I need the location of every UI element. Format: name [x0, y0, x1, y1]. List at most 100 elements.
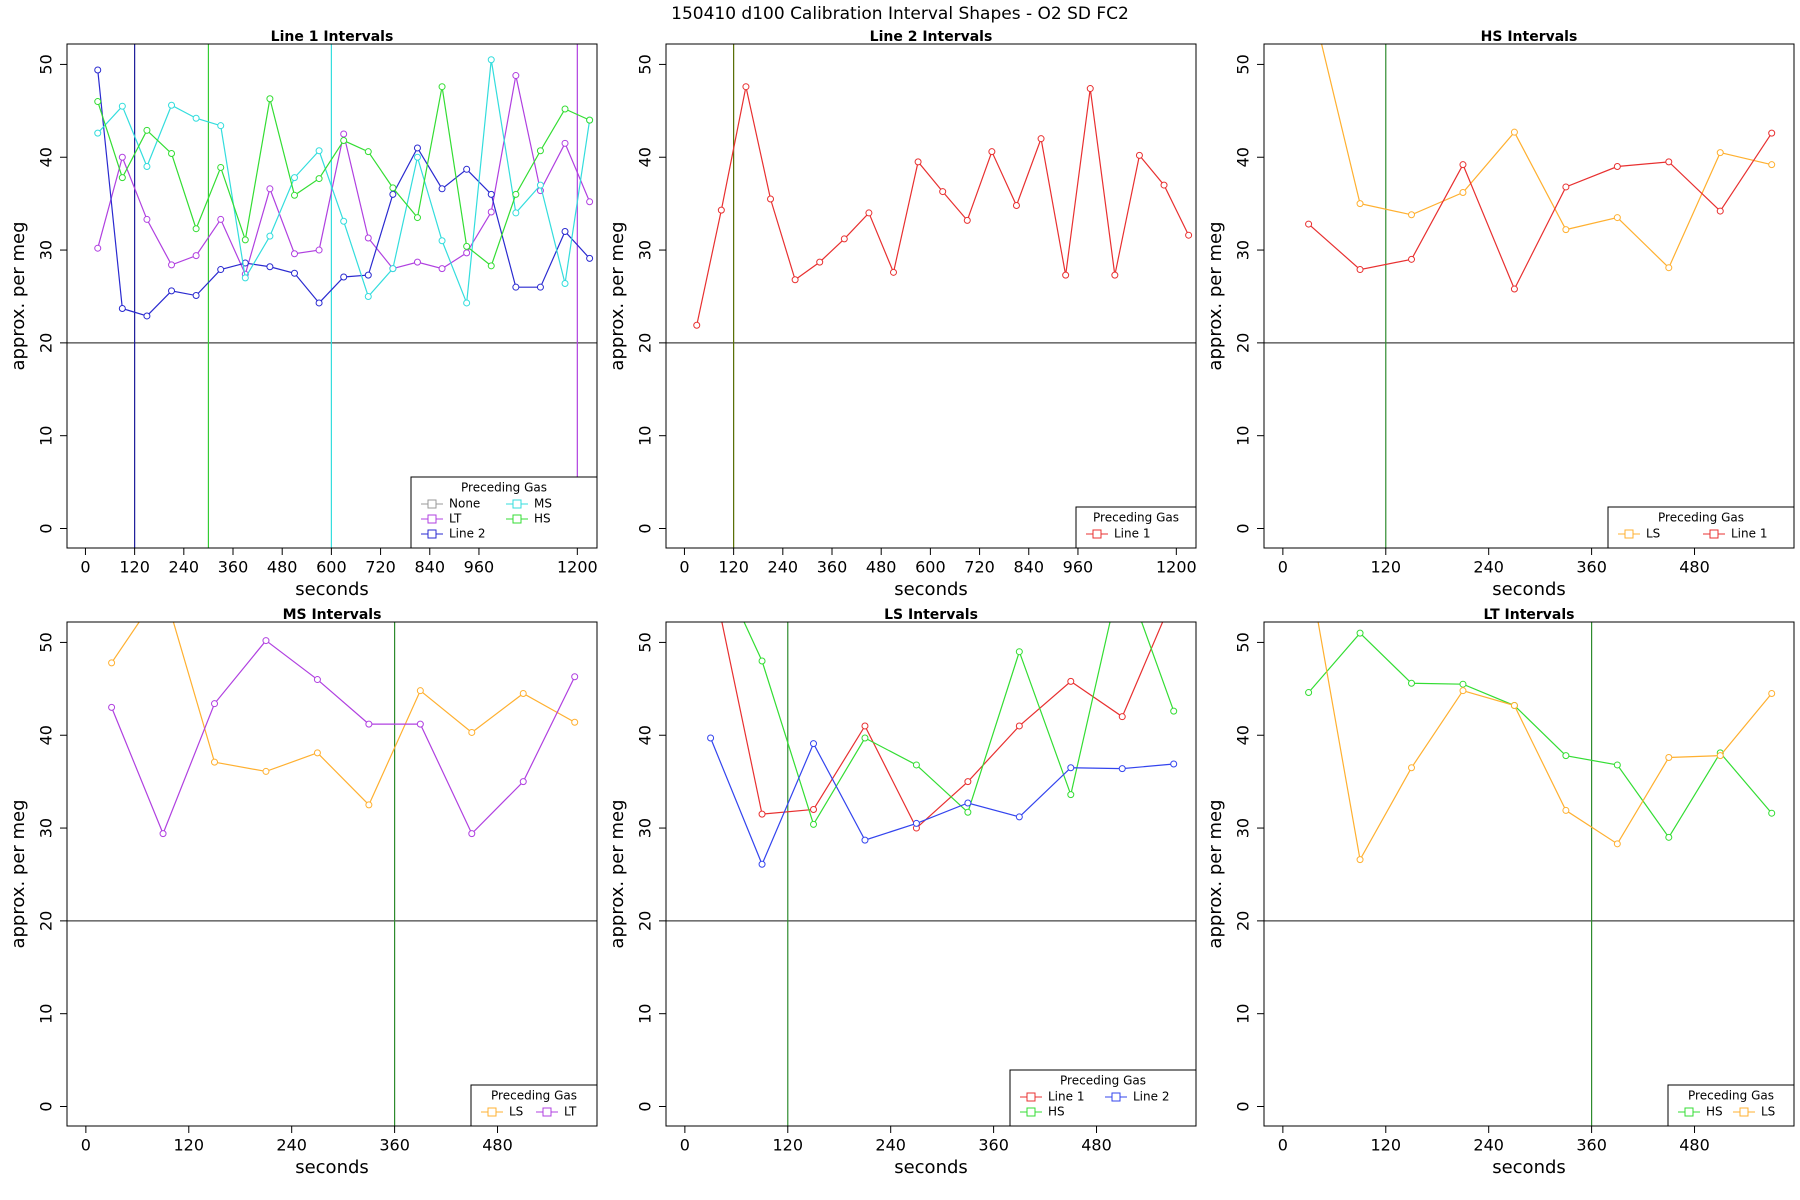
data-point [1613, 163, 1621, 171]
data-point [708, 565, 714, 571]
legend-title: Preceding Gas [1060, 1074, 1146, 1088]
data-point [561, 227, 569, 235]
y-tick-label: 40 [37, 725, 56, 745]
data-point [767, 195, 775, 203]
x-axis-label: seconds [295, 1157, 369, 1178]
panel: HS Intervals seconds approx. per meg 0 120 24… [1205, 29, 1795, 600]
plot-frame [1263, 621, 1795, 1127]
series-line [1308, 132, 1773, 291]
data-point [266, 185, 274, 193]
data-point [1562, 806, 1570, 814]
plot-area [1264, 622, 1794, 1126]
data-point [118, 102, 126, 110]
data-point [364, 271, 372, 279]
data-point [1305, 220, 1313, 228]
data-point [217, 266, 225, 274]
data-point [1305, 689, 1313, 697]
series-line [710, 737, 1174, 866]
x-tick-label: 840 [1013, 558, 1044, 577]
data-point [1768, 161, 1776, 169]
data-point [1118, 713, 1126, 721]
data-point [1510, 128, 1518, 136]
figure-title: 150410 d100 Calibration Interval Shapes … [671, 4, 1129, 24]
data-point [536, 147, 544, 155]
data-point [1613, 214, 1621, 222]
data-point [118, 153, 126, 161]
data-point [290, 269, 298, 277]
x-axis-label: seconds [1492, 1157, 1566, 1178]
data-point [192, 252, 200, 260]
data-point [94, 244, 102, 252]
legend-marker [512, 514, 522, 524]
data-point [561, 279, 569, 287]
series-line [111, 622, 575, 806]
data-point [108, 659, 116, 667]
legend-label: LS [1646, 527, 1660, 541]
data-point [791, 276, 799, 284]
plot-frame [1263, 43, 1795, 549]
data-point [266, 263, 274, 271]
y-tick-label: 30 [37, 818, 56, 838]
series-line [1317, 622, 1773, 862]
x-tick-label: 360 [978, 1136, 1009, 1155]
legend-marker [512, 499, 522, 509]
legend-marker [427, 499, 437, 509]
data-point [290, 250, 298, 258]
plot-frame [665, 43, 1197, 549]
data-point [561, 139, 569, 147]
panel-title: Line 2 Intervals [870, 29, 993, 45]
data-point [438, 185, 446, 193]
data-point [211, 758, 219, 766]
panel: LS Intervals seconds approx. per meg 0 120 24… [607, 565, 1197, 1178]
data-point [413, 144, 421, 152]
x-tick-label: 0 [1278, 558, 1288, 577]
x-tick-label: 240 [1473, 558, 1504, 577]
data-point [1062, 271, 1070, 279]
data-point [1562, 183, 1570, 191]
series-line [111, 639, 576, 836]
series-line [1308, 632, 1773, 839]
legend-label: HS [1706, 1105, 1723, 1119]
legend-box [1075, 506, 1197, 549]
legend-marker [1624, 529, 1634, 539]
data-point [365, 720, 373, 728]
x-tick-label: 960 [464, 558, 495, 577]
legend-box [1607, 506, 1795, 549]
data-point [1510, 285, 1518, 293]
data-point [758, 657, 766, 665]
x-tick-label: 240 [276, 1136, 307, 1155]
legend-label: HS [1048, 1105, 1065, 1119]
y-tick-label: 0 [37, 523, 56, 533]
x-tick-label: 840 [414, 558, 445, 577]
data-point [217, 122, 225, 130]
y-tick-label: 10 [636, 426, 655, 446]
data-point [168, 150, 176, 158]
data-point [290, 191, 298, 199]
x-tick-label: 1200 [1156, 558, 1197, 577]
panel: MS Intervals seconds approx. per meg 0 120 24… [8, 607, 598, 1178]
data-point [758, 810, 766, 818]
data-point [1160, 181, 1168, 189]
data-point [1459, 161, 1467, 169]
x-tick-label: 600 [316, 558, 347, 577]
series-line [696, 86, 1190, 326]
y-tick-label: 20 [37, 333, 56, 353]
legend-marker [542, 1107, 552, 1117]
data-point [717, 206, 725, 214]
data-point [693, 321, 701, 329]
data-point [512, 190, 520, 198]
panel-title: Line 1 Intervals [271, 29, 394, 45]
data-point [1356, 856, 1364, 864]
data-point [266, 232, 274, 240]
data-point [1185, 231, 1193, 239]
data-point [143, 163, 151, 171]
data-point [108, 703, 116, 711]
data-point [217, 163, 225, 171]
data-point [707, 734, 715, 742]
plot-frame [66, 621, 598, 1127]
x-tick-label: 360 [218, 558, 249, 577]
data-point [1665, 833, 1673, 841]
data-point [315, 299, 323, 307]
plot-frame [665, 621, 1197, 1127]
data-point [1716, 752, 1724, 760]
